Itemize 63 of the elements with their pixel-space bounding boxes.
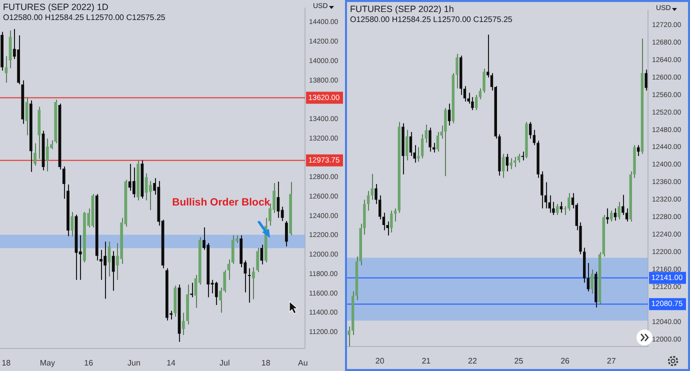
- candlestick: [510, 158, 512, 170]
- candlestick: [521, 151, 524, 161]
- text: O12580.00 H12584.25 L12570.00 C12575.25: [350, 15, 512, 24]
- candlestick: [471, 96, 474, 111]
- candlestick: [190, 282, 194, 298]
- candlestick: [528, 121, 532, 140]
- x-tick-label: Jul: [220, 358, 230, 368]
- annotation: Bullish Order Block: [172, 196, 270, 209]
- candlestick: [148, 180, 152, 211]
- candlestick: [568, 192, 570, 212]
- candlestick: [34, 142, 36, 166]
- x-tick-label: 18: [261, 358, 271, 368]
- candlestick: [248, 268, 251, 304]
- x-tick-label: 16: [84, 358, 94, 368]
- candlestick: [370, 173, 374, 200]
- candlestick: [606, 208, 609, 224]
- candlestick: [622, 194, 624, 216]
- candlestick: [436, 132, 440, 152]
- candlestick: [560, 201, 563, 214]
- candlestick: [112, 250, 115, 292]
- candlestick: [132, 167, 136, 198]
- candlestick: [394, 208, 397, 222]
- candlestick: [420, 134, 424, 159]
- x-tick-label: 27: [606, 356, 616, 366]
- candlestick: [417, 146, 420, 162]
- x-tick-label: May: [40, 358, 55, 368]
- candlestick: [144, 172, 148, 201]
- chart-title: FUTURES (SEP 2022) 1D: [3, 2, 108, 12]
- candlestick: [506, 153, 509, 172]
- candlestick: [256, 247, 260, 273]
- candlestick: [444, 108, 447, 177]
- candlestick: [618, 201, 620, 220]
- candlestick: [428, 127, 432, 152]
- x-tick-label: Jun: [128, 358, 140, 368]
- candlestick: [502, 153, 505, 178]
- candlestick: [556, 204, 559, 216]
- candlestick: [285, 220, 288, 247]
- candlestick: [182, 312, 185, 336]
- candlestick: [610, 210, 613, 222]
- candlestick: [214, 281, 218, 306]
- candlestick: [409, 132, 412, 157]
- candlestick: [644, 69, 648, 92]
- candlestick: [70, 212, 74, 237]
- x-tick-label: 25: [514, 356, 524, 366]
- candlestick: [252, 266, 255, 300]
- x-tick-label: 14: [166, 358, 176, 368]
- candlestick: [104, 241, 107, 300]
- text: O12580.00 H12584.25 L12570.00 C12575.25: [3, 13, 166, 22]
- x-tick-label: 18: [2, 358, 12, 368]
- x-tick-label: 26: [560, 356, 570, 366]
- candlestick: [590, 269, 594, 294]
- x-tick-label: 22: [468, 356, 478, 366]
- candlestick: [390, 210, 393, 233]
- candlestick: [366, 190, 370, 212]
- candlestick: [128, 163, 132, 192]
- x-tick-label: 21: [422, 356, 432, 366]
- candlestick: [46, 138, 49, 172]
- candlestick: [406, 129, 408, 161]
- x-tick-label: Au: [298, 358, 308, 368]
- candlestick: [4, 56, 8, 84]
- candlestick: [474, 94, 478, 111]
- x-tick-label: 20: [375, 356, 385, 366]
- chart-title: FUTURES (SEP 2022) 1h: [350, 4, 454, 14]
